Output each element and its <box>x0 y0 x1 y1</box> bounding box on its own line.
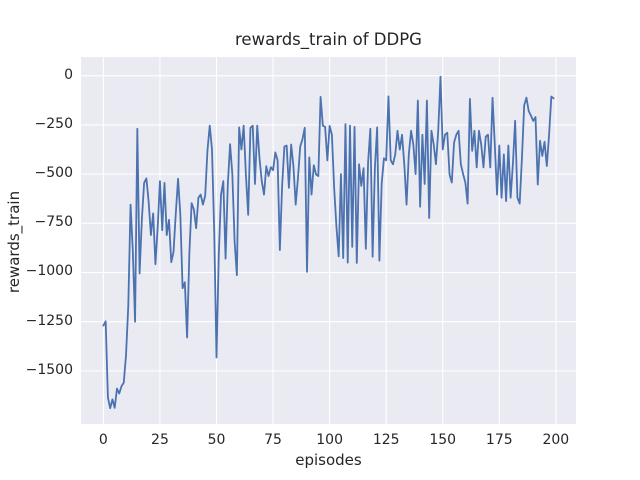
x-tick-label: 125 <box>372 432 400 448</box>
x-tick-label: 100 <box>316 432 343 448</box>
y-tick-label: −500 <box>34 165 73 182</box>
x-tick-label: 200 <box>542 432 570 448</box>
plot-area <box>81 57 576 424</box>
x-tick-label: 75 <box>264 432 282 448</box>
chart-title: rewards_train of DDPG <box>235 30 422 49</box>
x-tick-label: 25 <box>151 432 169 448</box>
x-axis-label: episodes <box>295 451 362 469</box>
x-tick-label: 50 <box>207 432 226 448</box>
y-tick-label: −1250 <box>25 312 73 329</box>
y-tick-label: −1000 <box>25 263 73 280</box>
line-chart <box>81 57 576 424</box>
x-tick-label: 0 <box>98 432 108 448</box>
y-tick-label: 0 <box>64 66 73 83</box>
y-tick-label: −1500 <box>25 361 73 378</box>
y-tick-label: −250 <box>34 115 73 132</box>
x-tick-label: 150 <box>429 432 457 448</box>
y-tick-label: −750 <box>34 214 73 231</box>
series-rewards_train <box>102 75 555 410</box>
x-tick-label: 175 <box>485 432 513 448</box>
